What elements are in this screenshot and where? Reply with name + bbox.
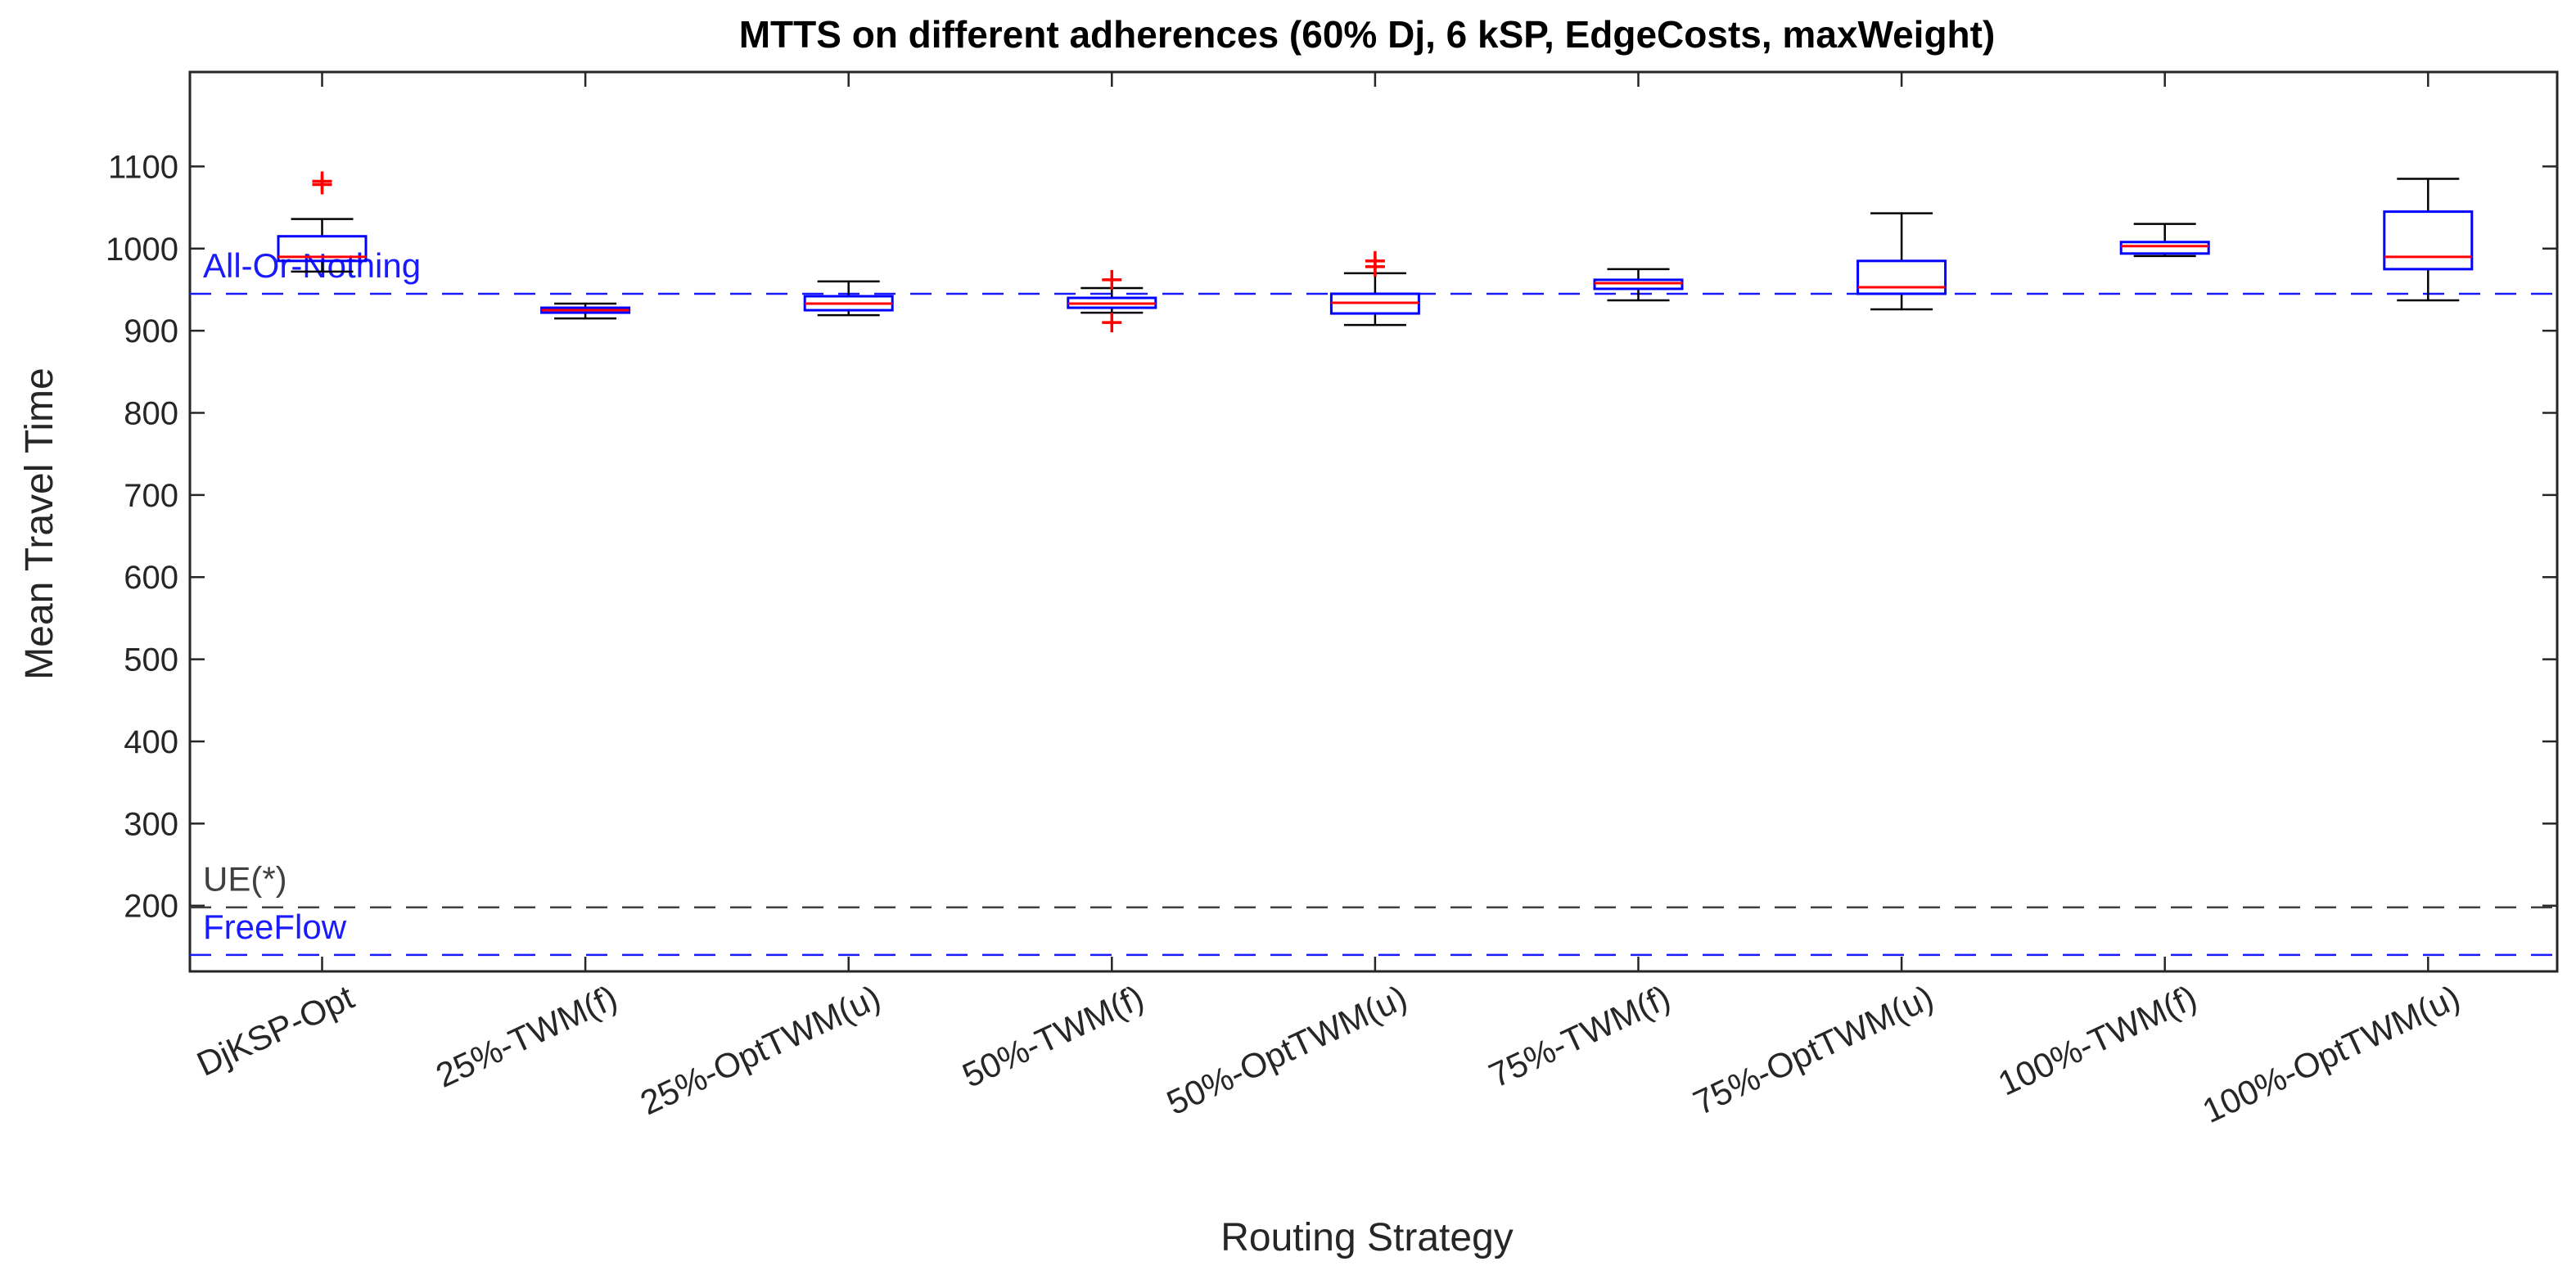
x-axis-label: Routing Strategy [1220, 1216, 1514, 1259]
y-tick-label: 1100 [108, 149, 178, 185]
y-tick-label: 400 [124, 724, 178, 760]
reference-line-label: UE(*) [203, 860, 287, 899]
y-tick-label: 800 [124, 396, 178, 432]
chart-title: MTTS on different adherences (60% Dj, 6 … [739, 13, 1996, 56]
y-axis-label: Mean Travel Time [18, 367, 61, 679]
y-tick-label: 700 [124, 478, 178, 514]
y-tick-label: 300 [124, 806, 178, 842]
box-iqr [277, 235, 368, 263]
y-tick-label: 500 [124, 642, 178, 678]
box-iqr [1856, 259, 1947, 295]
y-tick-label: 1000 [106, 232, 178, 268]
reference-line-label: FreeFlow [203, 908, 347, 946]
box-iqr [2119, 241, 2210, 255]
box-iqr [2383, 210, 2474, 271]
y-tick-label: 600 [124, 560, 178, 596]
reference-line-label: All-Or-Nothing [203, 246, 421, 285]
box-iqr [1593, 278, 1684, 291]
y-tick-label: 200 [124, 889, 178, 925]
axes-frame [188, 70, 2559, 973]
y-tick-label: 900 [124, 313, 178, 349]
